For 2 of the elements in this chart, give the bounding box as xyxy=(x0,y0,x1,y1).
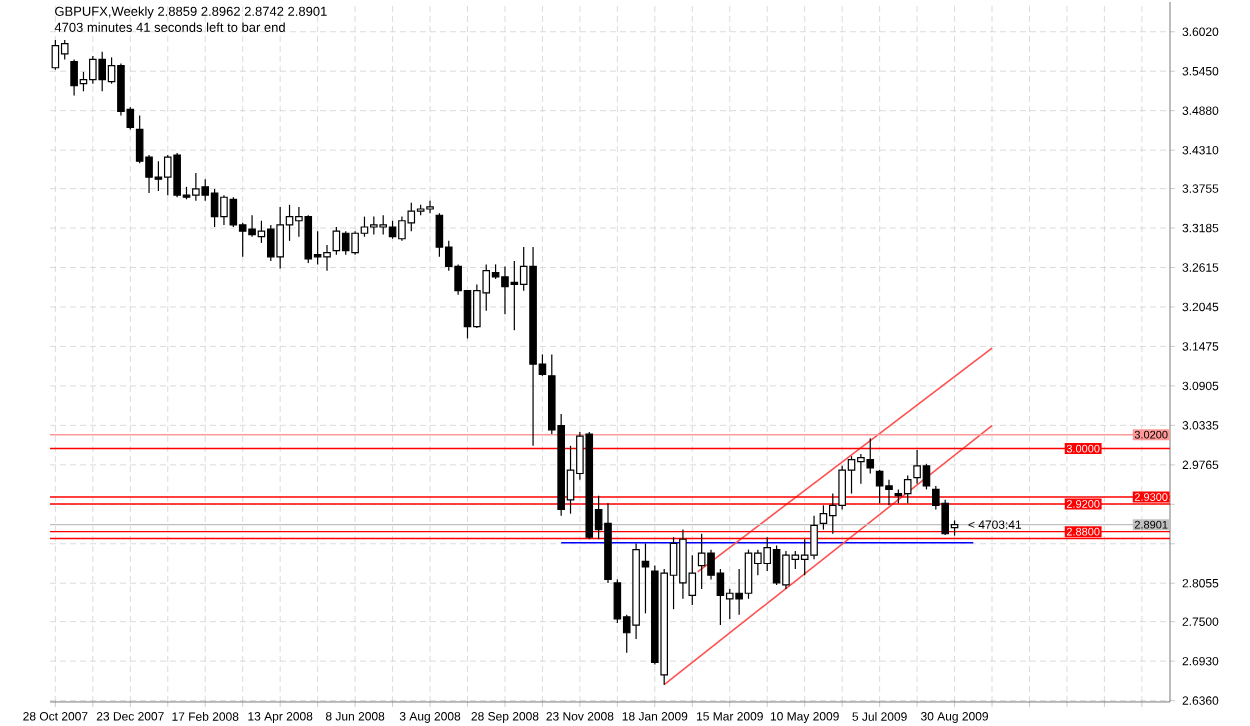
candlestick xyxy=(903,474,912,504)
candlestick xyxy=(60,39,69,61)
